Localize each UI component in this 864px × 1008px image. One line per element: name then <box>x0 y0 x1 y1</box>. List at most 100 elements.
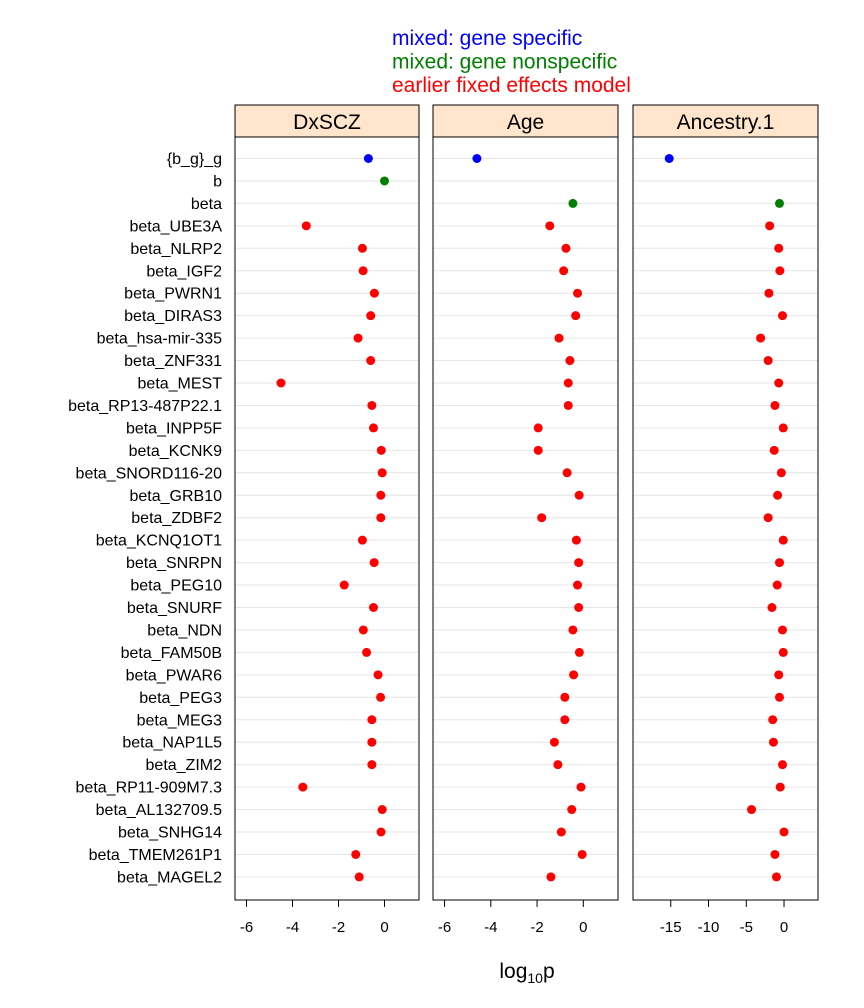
data-point <box>556 827 566 837</box>
panel-ancestry-1: Ancestry.1 -15 -10 -5 0 <box>632 104 819 936</box>
data-point <box>354 872 364 882</box>
data-point <box>563 378 573 388</box>
panel-title: Ancestry.1 <box>677 111 775 134</box>
data-point <box>768 715 778 725</box>
row-label: beta_KCNQ1OT1 <box>96 533 222 550</box>
data-point <box>569 670 579 680</box>
row-label: beta_PWAR6 <box>126 667 222 684</box>
data-point <box>769 445 779 455</box>
data-point <box>559 266 569 276</box>
panel-strip <box>432 104 619 138</box>
data-point <box>533 445 543 455</box>
data-point <box>576 782 586 792</box>
data-point <box>298 782 308 792</box>
x-axis-title-main: log <box>499 960 527 983</box>
row-label: beta_ZIM2 <box>146 757 223 774</box>
data-point <box>376 692 386 702</box>
row-label: beta_MEST <box>138 376 223 393</box>
data-point <box>770 400 780 410</box>
data-point <box>369 288 379 298</box>
data-point <box>775 782 785 792</box>
data-point <box>765 221 775 231</box>
data-point <box>574 647 584 657</box>
x-axis-title-subscript: 10 <box>527 970 543 986</box>
data-point <box>774 670 784 680</box>
x-tick-label: -6 <box>438 919 451 936</box>
x-tick-label: -4 <box>484 919 497 936</box>
data-point <box>773 490 783 500</box>
panel-strip <box>234 104 420 138</box>
data-point <box>367 400 377 410</box>
row-label: beta_AL132709.5 <box>96 802 222 819</box>
data-point <box>664 154 674 163</box>
data-point <box>377 805 387 815</box>
row-label: beta_IGF2 <box>146 263 222 280</box>
row-label: beta_FAM50B <box>121 645 222 662</box>
data-point <box>546 872 556 882</box>
data-point <box>472 154 482 163</box>
data-point <box>574 490 584 500</box>
data-point <box>778 311 788 321</box>
data-point <box>775 266 785 276</box>
data-point <box>776 468 786 478</box>
data-point <box>568 625 578 635</box>
row-label: beta_KCNK9 <box>129 443 222 460</box>
row-label: beta_RP13-487P22.1 <box>68 398 222 415</box>
data-point <box>774 558 784 568</box>
data-point <box>771 872 781 882</box>
panel-frame <box>234 136 420 901</box>
data-point <box>380 176 389 186</box>
data-point <box>367 760 377 770</box>
data-point <box>366 356 376 366</box>
row-label: beta_NDN <box>147 622 222 639</box>
row-labels: {b_g}_gb beta beta_UBE3A beta_NLRP2 beta_IGF… <box>68 151 222 886</box>
data-point <box>545 221 555 231</box>
row-label: beta_GRB10 <box>129 488 222 505</box>
row-label: beta_DIRAS3 <box>124 308 222 325</box>
row-label: b <box>213 173 222 190</box>
row-label: beta_SNRPN <box>126 555 222 572</box>
panel-age: Age -6 -4 -2 0 <box>432 104 619 936</box>
data-point <box>562 468 572 478</box>
data-point <box>339 580 349 590</box>
data-point <box>774 692 784 702</box>
row-label: beta_NAP1L5 <box>122 735 222 752</box>
row-label: beta_PEG10 <box>130 578 222 595</box>
data-point <box>770 849 780 859</box>
x-tick-label: -2 <box>332 919 345 936</box>
data-point <box>560 692 570 702</box>
data-point <box>368 423 378 433</box>
data-point <box>533 423 543 433</box>
x-tick-label: -4 <box>286 919 299 936</box>
data-point <box>571 311 581 321</box>
data-point <box>549 737 559 747</box>
x-tick-label: 0 <box>780 919 788 936</box>
data-point <box>763 356 773 366</box>
data-point <box>574 603 584 612</box>
panel-strip <box>632 104 819 138</box>
row-label: beta_ZDBF2 <box>131 510 222 527</box>
row-label: beta_SNHG14 <box>118 825 222 842</box>
data-point <box>357 535 367 545</box>
data-point <box>357 243 367 253</box>
data-point <box>560 715 570 725</box>
data-point <box>763 513 773 523</box>
data-point <box>779 827 789 837</box>
legend-entry: mixed: gene specific <box>392 27 582 50</box>
data-point <box>577 849 587 859</box>
row-label: beta_NLRP2 <box>130 241 222 258</box>
data-point <box>567 805 577 815</box>
row-label: beta_PWRN1 <box>124 286 222 303</box>
data-point <box>767 603 777 612</box>
data-point <box>358 266 368 276</box>
row-label: beta_MEG3 <box>137 712 222 729</box>
data-point <box>778 625 788 635</box>
row-label: beta_UBE3A <box>129 218 222 235</box>
legend-entry: earlier fixed effects model <box>392 74 631 97</box>
data-point <box>772 580 782 590</box>
data-point <box>768 737 778 747</box>
data-point <box>376 490 386 500</box>
data-point <box>276 378 286 388</box>
data-point <box>351 849 361 859</box>
data-point <box>369 558 379 568</box>
